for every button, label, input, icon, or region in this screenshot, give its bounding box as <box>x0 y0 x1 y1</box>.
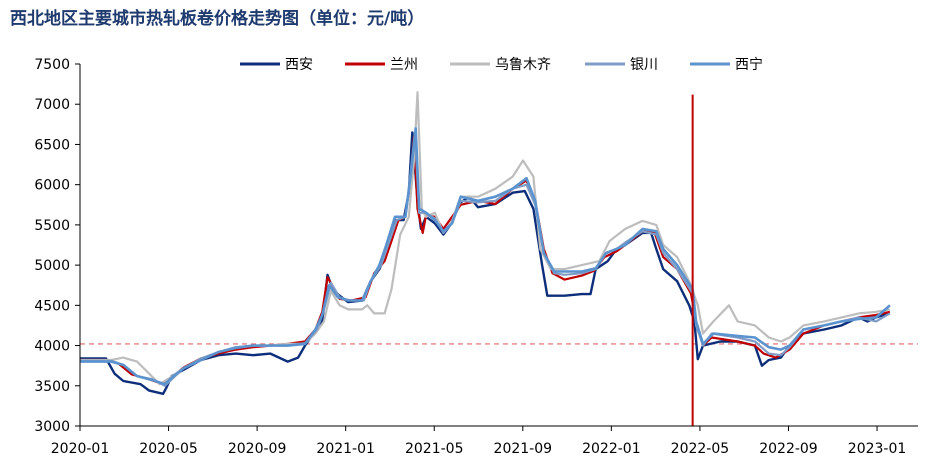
y-tick-label: 4500 <box>34 298 70 314</box>
series-layer <box>80 91 891 395</box>
legend-label: 西安 <box>285 57 313 73</box>
legend-label: 兰州 <box>390 57 418 73</box>
x-tick-label: 2021-05 <box>405 441 464 457</box>
x-tick-label: 2022-09 <box>759 441 818 457</box>
y-tick-label: 3000 <box>34 419 70 435</box>
x-tick-label: 2021-01 <box>316 441 375 457</box>
y-tick-label: 3500 <box>34 379 70 395</box>
legend: 西安 兰州 乌鲁木齐 银川 西宁 <box>240 56 763 73</box>
y-tick-label: 4000 <box>34 339 70 355</box>
x-tick-label: 2022-05 <box>671 441 730 457</box>
x-tick-label: 2020-09 <box>228 441 287 457</box>
y-tick-label: 6000 <box>34 178 70 194</box>
x-tick-label: 2020-05 <box>139 441 198 457</box>
y-tick-labels: 3000 3500 4000 4500 5000 5500 6000 6500 7000 7500 <box>34 57 80 435</box>
y-tick-label: 7500 <box>34 57 70 73</box>
x-tick-label: 2020-01 <box>51 441 110 457</box>
x-tick-labels: 2020-01 2020-05 2020-09 2021-01 2021-05 2021-… <box>51 426 907 457</box>
legend-label: 西宁 <box>735 56 763 73</box>
y-tick-label: 5500 <box>34 218 70 234</box>
series-line-兰州 <box>80 135 891 386</box>
x-tick-label: 2021-09 <box>494 441 553 457</box>
series-line-乌鲁木齐 <box>80 91 891 386</box>
y-tick-label: 5000 <box>34 258 70 274</box>
chart-title: 西北地区主要城市热轧板卷价格走势图（单位：元/吨） <box>10 9 425 29</box>
y-tick-label: 7000 <box>34 97 70 113</box>
x-tick-label: 2022-01 <box>582 441 641 457</box>
series-line-西宁 <box>80 127 891 386</box>
y-tick-label: 6500 <box>34 137 70 153</box>
x-tick-label: 2023-01 <box>848 441 907 457</box>
legend-label: 银川 <box>630 57 658 73</box>
legend-label: 乌鲁木齐 <box>495 57 551 73</box>
